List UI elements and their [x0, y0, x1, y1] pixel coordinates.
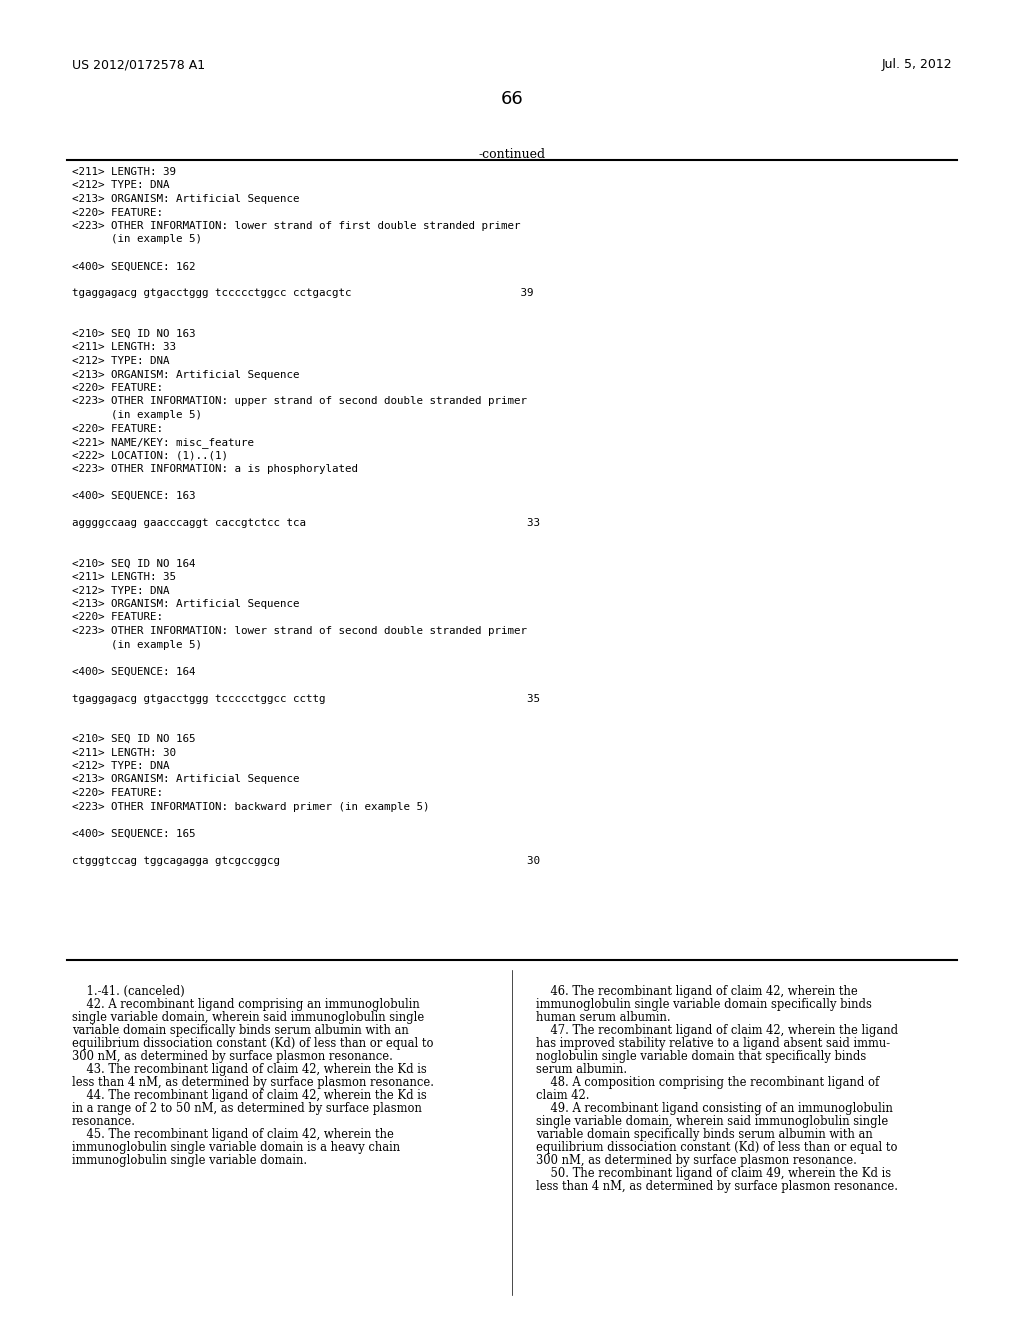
Text: <400> SEQUENCE: 163: <400> SEQUENCE: 163 [72, 491, 196, 502]
Text: <223> OTHER INFORMATION: a is phosphorylated: <223> OTHER INFORMATION: a is phosphoryl… [72, 465, 358, 474]
Text: <220> FEATURE:: <220> FEATURE: [72, 207, 163, 218]
Text: variable domain specifically binds serum albumin with an: variable domain specifically binds serum… [536, 1129, 872, 1140]
Text: <210> SEQ ID NO 165: <210> SEQ ID NO 165 [72, 734, 196, 744]
Text: ctgggtccag tggcagagga gtcgccggcg                                      30: ctgggtccag tggcagagga gtcgccggcg 30 [72, 855, 540, 866]
Text: in a range of 2 to 50 nM, as determined by surface plasmon: in a range of 2 to 50 nM, as determined … [72, 1102, 422, 1115]
Text: <211> LENGTH: 30: <211> LENGTH: 30 [72, 747, 176, 758]
Text: <223> OTHER INFORMATION: lower strand of second double stranded primer: <223> OTHER INFORMATION: lower strand of… [72, 626, 527, 636]
Text: Jul. 5, 2012: Jul. 5, 2012 [882, 58, 952, 71]
Text: less than 4 nM, as determined by surface plasmon resonance.: less than 4 nM, as determined by surface… [536, 1180, 898, 1193]
Text: <213> ORGANISM: Artificial Sequence: <213> ORGANISM: Artificial Sequence [72, 775, 299, 784]
Text: <220> FEATURE:: <220> FEATURE: [72, 383, 163, 393]
Text: 44. The recombinant ligand of claim 42, wherein the Kd is: 44. The recombinant ligand of claim 42, … [72, 1089, 427, 1102]
Text: <212> TYPE: DNA: <212> TYPE: DNA [72, 762, 170, 771]
Text: US 2012/0172578 A1: US 2012/0172578 A1 [72, 58, 205, 71]
Text: 300 nM, as determined by surface plasmon resonance.: 300 nM, as determined by surface plasmon… [536, 1154, 857, 1167]
Text: human serum albumin.: human serum albumin. [536, 1011, 671, 1024]
Text: <222> LOCATION: (1)..(1): <222> LOCATION: (1)..(1) [72, 450, 228, 461]
Text: <210> SEQ ID NO 164: <210> SEQ ID NO 164 [72, 558, 196, 569]
Text: less than 4 nM, as determined by surface plasmon resonance.: less than 4 nM, as determined by surface… [72, 1076, 434, 1089]
Text: aggggccaag gaacccaggt caccgtctcc tca                                  33: aggggccaag gaacccaggt caccgtctcc tca 33 [72, 517, 540, 528]
Text: <211> LENGTH: 35: <211> LENGTH: 35 [72, 572, 176, 582]
Text: 50. The recombinant ligand of claim 49, wherein the Kd is: 50. The recombinant ligand of claim 49, … [536, 1167, 891, 1180]
Text: 46. The recombinant ligand of claim 42, wherein the: 46. The recombinant ligand of claim 42, … [536, 985, 858, 998]
Text: <213> ORGANISM: Artificial Sequence: <213> ORGANISM: Artificial Sequence [72, 599, 299, 609]
Text: 300 nM, as determined by surface plasmon resonance.: 300 nM, as determined by surface plasmon… [72, 1049, 393, 1063]
Text: immunoglobulin single variable domain is a heavy chain: immunoglobulin single variable domain is… [72, 1140, 400, 1154]
Text: 66: 66 [501, 90, 523, 108]
Text: 47. The recombinant ligand of claim 42, wherein the ligand: 47. The recombinant ligand of claim 42, … [536, 1024, 898, 1038]
Text: claim 42.: claim 42. [536, 1089, 590, 1102]
Text: <223> OTHER INFORMATION: backward primer (in example 5): <223> OTHER INFORMATION: backward primer… [72, 801, 429, 812]
Text: <223> OTHER INFORMATION: lower strand of first double stranded primer: <223> OTHER INFORMATION: lower strand of… [72, 220, 520, 231]
Text: 49. A recombinant ligand consisting of an immunoglobulin: 49. A recombinant ligand consisting of a… [536, 1102, 893, 1115]
Text: <220> FEATURE:: <220> FEATURE: [72, 612, 163, 623]
Text: 43. The recombinant ligand of claim 42, wherein the Kd is: 43. The recombinant ligand of claim 42, … [72, 1063, 427, 1076]
Text: <221> NAME/KEY: misc_feature: <221> NAME/KEY: misc_feature [72, 437, 254, 447]
Text: single variable domain, wherein said immunoglobulin single: single variable domain, wherein said imm… [536, 1115, 888, 1129]
Text: <213> ORGANISM: Artificial Sequence: <213> ORGANISM: Artificial Sequence [72, 194, 299, 205]
Text: 48. A composition comprising the recombinant ligand of: 48. A composition comprising the recombi… [536, 1076, 880, 1089]
Text: <400> SEQUENCE: 162: <400> SEQUENCE: 162 [72, 261, 196, 272]
Text: (in example 5): (in example 5) [72, 639, 202, 649]
Text: <210> SEQ ID NO 163: <210> SEQ ID NO 163 [72, 329, 196, 339]
Text: 1.-41. (canceled): 1.-41. (canceled) [72, 985, 184, 998]
Text: -continued: -continued [478, 148, 546, 161]
Text: <223> OTHER INFORMATION: upper strand of second double stranded primer: <223> OTHER INFORMATION: upper strand of… [72, 396, 527, 407]
Text: 45. The recombinant ligand of claim 42, wherein the: 45. The recombinant ligand of claim 42, … [72, 1129, 394, 1140]
Text: 42. A recombinant ligand comprising an immunoglobulin: 42. A recombinant ligand comprising an i… [72, 998, 420, 1011]
Text: variable domain specifically binds serum albumin with an: variable domain specifically binds serum… [72, 1024, 409, 1038]
Text: (in example 5): (in example 5) [72, 411, 202, 420]
Text: tgaggagacg gtgacctggg tccccctggcc ccttg                               35: tgaggagacg gtgacctggg tccccctggcc ccttg … [72, 693, 540, 704]
Text: single variable domain, wherein said immunoglobulin single: single variable domain, wherein said imm… [72, 1011, 424, 1024]
Text: <212> TYPE: DNA: <212> TYPE: DNA [72, 586, 170, 595]
Text: <211> LENGTH: 39: <211> LENGTH: 39 [72, 168, 176, 177]
Text: <211> LENGTH: 33: <211> LENGTH: 33 [72, 342, 176, 352]
Text: tgaggagacg gtgacctggg tccccctggcc cctgacgtc                          39: tgaggagacg gtgacctggg tccccctggcc cctgac… [72, 289, 534, 298]
Text: serum albumin.: serum albumin. [536, 1063, 627, 1076]
Text: <212> TYPE: DNA: <212> TYPE: DNA [72, 181, 170, 190]
Text: <220> FEATURE:: <220> FEATURE: [72, 424, 163, 433]
Text: <220> FEATURE:: <220> FEATURE: [72, 788, 163, 799]
Text: <213> ORGANISM: Artificial Sequence: <213> ORGANISM: Artificial Sequence [72, 370, 299, 380]
Text: noglobulin single variable domain that specifically binds: noglobulin single variable domain that s… [536, 1049, 866, 1063]
Text: equilibrium dissociation constant (Kd) of less than or equal to: equilibrium dissociation constant (Kd) o… [536, 1140, 897, 1154]
Text: immunoglobulin single variable domain specifically binds: immunoglobulin single variable domain sp… [536, 998, 871, 1011]
Text: <212> TYPE: DNA: <212> TYPE: DNA [72, 356, 170, 366]
Text: (in example 5): (in example 5) [72, 235, 202, 244]
Text: <400> SEQUENCE: 164: <400> SEQUENCE: 164 [72, 667, 196, 676]
Text: resonance.: resonance. [72, 1115, 136, 1129]
Text: has improved stability relative to a ligand absent said immu-: has improved stability relative to a lig… [536, 1038, 890, 1049]
Text: equilibrium dissociation constant (Kd) of less than or equal to: equilibrium dissociation constant (Kd) o… [72, 1038, 433, 1049]
Text: <400> SEQUENCE: 165: <400> SEQUENCE: 165 [72, 829, 196, 838]
Text: immunoglobulin single variable domain.: immunoglobulin single variable domain. [72, 1154, 307, 1167]
